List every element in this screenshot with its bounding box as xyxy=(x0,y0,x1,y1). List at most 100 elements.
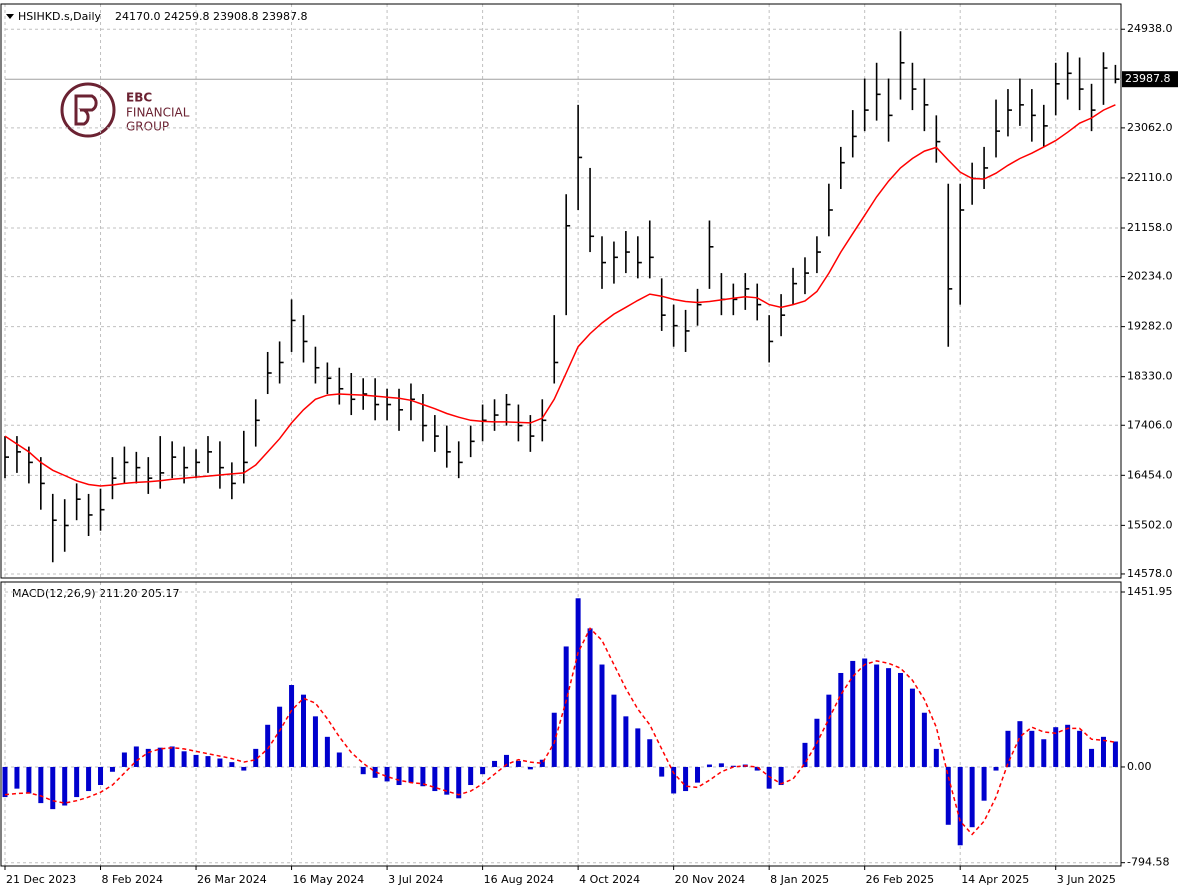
x-tick-label: 4 Oct 2024 xyxy=(579,873,640,886)
histogram-bar xyxy=(1065,724,1071,767)
last-price-label: 23987.8 xyxy=(1125,72,1171,85)
histogram-bar xyxy=(503,754,509,767)
histogram-bar xyxy=(575,598,581,767)
histogram-bar xyxy=(563,646,569,767)
histogram-bar xyxy=(408,766,414,783)
histogram-bar xyxy=(909,688,915,767)
histogram-bar xyxy=(945,766,951,825)
histogram-bar xyxy=(766,766,772,789)
histogram-bar xyxy=(671,766,677,794)
x-tick-label: 8 Jan 2025 xyxy=(770,873,829,886)
y-tick-label: 17406.0 xyxy=(1127,418,1173,431)
histogram-bar xyxy=(993,766,999,771)
histogram-bar xyxy=(850,660,856,767)
histogram-bar xyxy=(647,739,653,767)
x-tick-label: 16 Aug 2024 xyxy=(484,873,554,886)
panel-border xyxy=(0,3,1122,579)
histogram-bar xyxy=(695,766,701,783)
histogram-bar xyxy=(456,766,462,799)
moving-average xyxy=(4,104,1116,487)
histogram-bar xyxy=(659,766,665,777)
histogram-bar xyxy=(253,748,259,767)
histogram-bar xyxy=(886,668,892,767)
histogram-bar xyxy=(611,694,617,767)
y-tick-label: 16454.0 xyxy=(1127,468,1173,481)
y-tick-label: 14578.0 xyxy=(1127,567,1173,580)
histogram-bar xyxy=(1005,730,1011,767)
histogram-bar xyxy=(2,766,8,798)
x-tick-label: 26 Mar 2024 xyxy=(197,873,267,886)
histogram-bar xyxy=(898,672,903,767)
histogram-bar xyxy=(874,664,880,767)
histogram-bar xyxy=(539,759,545,767)
histogram-bar xyxy=(1041,739,1047,767)
x-tick-label: 21 Dec 2023 xyxy=(6,873,76,886)
y-tick-label: -794.58 xyxy=(1127,856,1169,869)
histogram-bar xyxy=(133,746,139,767)
histogram-bar xyxy=(921,712,927,767)
histogram-bar xyxy=(277,706,283,767)
histogram-bar xyxy=(181,751,187,767)
collapse-arrow xyxy=(6,14,14,19)
histogram-bar xyxy=(50,766,56,810)
logo-mark xyxy=(74,94,98,126)
histogram-bar xyxy=(1029,730,1035,767)
histogram-bar xyxy=(551,712,557,767)
histogram-bar xyxy=(635,728,641,767)
histogram-bar xyxy=(683,766,689,792)
histogram-bar xyxy=(754,766,760,771)
histogram-bar xyxy=(217,758,223,767)
histogram-bar xyxy=(623,716,629,767)
histogram-bar xyxy=(121,752,127,767)
x-tick-label: 8 Feb 2024 xyxy=(102,873,163,886)
histogram-bar xyxy=(62,766,68,806)
y-tick-label: 20234.0 xyxy=(1127,270,1173,283)
logo-text: GROUP xyxy=(126,120,169,134)
histogram-bar xyxy=(301,694,306,767)
histogram-bar xyxy=(372,766,378,778)
histogram-bar xyxy=(26,766,32,794)
histogram-bar xyxy=(1053,727,1059,767)
histogram-bar xyxy=(1112,741,1118,767)
histogram-bar xyxy=(98,766,104,786)
histogram-bar xyxy=(289,685,295,767)
histogram-bar xyxy=(1017,721,1023,767)
histogram-bar xyxy=(38,766,44,804)
histogram-bar xyxy=(384,766,390,782)
y-tick-label: 23062.0 xyxy=(1127,121,1173,134)
histogram-bar xyxy=(265,724,271,767)
histogram-bar xyxy=(862,658,868,767)
y-tick-label: 18330.0 xyxy=(1127,370,1173,383)
y-tick-label: 22110.0 xyxy=(1127,171,1173,184)
histogram-bar xyxy=(981,766,987,801)
y-tick-label: 1451.95 xyxy=(1127,585,1173,598)
y-tick-label: 21158.0 xyxy=(1127,221,1173,234)
histogram-bar xyxy=(312,716,318,767)
histogram-bar xyxy=(169,746,175,767)
histogram-bar xyxy=(360,766,366,775)
x-tick-label: 26 Feb 2025 xyxy=(866,873,934,886)
histogram-bar xyxy=(527,766,533,770)
logo: EBC FINANCIAL GROUP xyxy=(60,82,190,138)
histogram-bar xyxy=(229,762,235,767)
histogram-bar xyxy=(432,766,438,792)
histogram-bar xyxy=(933,748,939,767)
histogram-bar xyxy=(444,766,450,795)
histogram-bar xyxy=(336,752,342,767)
histogram-bar xyxy=(1100,736,1106,767)
x-tick-label: 3 Jul 2024 xyxy=(388,873,443,886)
histogram-bar xyxy=(957,766,963,846)
histogram-bar xyxy=(778,766,784,786)
histogram-bar xyxy=(14,766,20,789)
histogram-bar xyxy=(324,736,330,767)
macd-title: MACD(12,26,9) 211.20 205.17 xyxy=(12,587,180,600)
x-tick-label: 16 May 2024 xyxy=(293,873,365,886)
panel-border xyxy=(0,581,1122,867)
histogram-bar xyxy=(599,664,605,767)
signal-line xyxy=(4,627,1116,836)
y-tick-label: 0.00 xyxy=(1127,760,1152,773)
histogram-bar xyxy=(109,766,115,772)
logo-text: FINANCIAL xyxy=(126,106,190,120)
